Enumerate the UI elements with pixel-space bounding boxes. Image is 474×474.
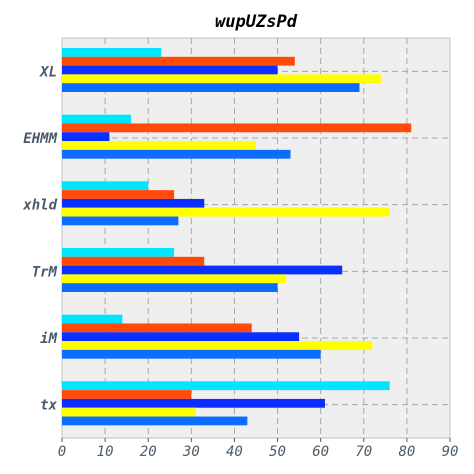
bar-XL-series-2 xyxy=(62,56,295,66)
bar-EHMM-series-4 xyxy=(62,141,256,150)
bar-TrM-series-5 xyxy=(62,283,278,292)
x-tick-label: 40 xyxy=(226,444,243,460)
bar-iM-series-3 xyxy=(62,332,300,342)
x-tick-label: 0 xyxy=(58,444,66,460)
x-tick-label: 80 xyxy=(398,444,415,460)
bar-EHMM-series-5 xyxy=(62,149,291,159)
category-label: tx xyxy=(40,398,57,414)
bar-tx-series-4 xyxy=(62,407,196,417)
category-label: iM xyxy=(40,331,57,347)
bar-XL-series-3 xyxy=(62,65,278,75)
bar-EHMM-series-3 xyxy=(62,132,110,142)
x-tick-label: 70 xyxy=(355,444,372,460)
bar-xhld-series-5 xyxy=(62,216,179,226)
bar-XL-series-4 xyxy=(62,74,382,84)
bar-iM-series-5 xyxy=(62,349,321,359)
bar-TrM-series-1 xyxy=(62,248,175,257)
bar-EHMM-series-2 xyxy=(62,123,412,133)
x-tick-label: 60 xyxy=(312,444,329,460)
x-tick-label: 30 xyxy=(182,444,200,460)
chart-title: wupUZsPd xyxy=(215,12,298,32)
bar-TrM-series-4 xyxy=(62,274,287,284)
bar-tx-series-1 xyxy=(62,381,390,391)
bar-xhld-series-2 xyxy=(62,190,175,199)
category-label: xhld xyxy=(22,198,57,214)
bar-tx-series-2 xyxy=(62,390,192,399)
bar-EHMM-series-1 xyxy=(62,114,131,124)
bar-tx-series-5 xyxy=(62,416,248,426)
bar-xhld-series-3 xyxy=(62,198,205,208)
x-axis: 0 10 20 30 40 50 60 70 80 90 xyxy=(58,438,459,460)
bars xyxy=(62,48,412,426)
bar-XL-series-1 xyxy=(62,48,162,57)
bar-TrM-series-2 xyxy=(62,256,205,266)
x-tick-label: 50 xyxy=(269,444,286,460)
bar-xhld-series-4 xyxy=(62,207,390,217)
category-label: EHMM xyxy=(23,131,57,147)
bar-XL-series-5 xyxy=(62,83,360,92)
bar-xhld-series-1 xyxy=(62,181,149,191)
category-label: XL xyxy=(39,64,57,80)
bar-tx-series-3 xyxy=(62,398,325,408)
bar-iM-series-1 xyxy=(62,314,123,324)
category-label: TrM xyxy=(32,264,58,280)
x-tick-label: 10 xyxy=(97,444,114,460)
x-tick-label: 90 xyxy=(442,444,459,460)
plot-area xyxy=(61,37,451,439)
bar-iM-series-2 xyxy=(62,323,252,333)
bar-TrM-series-3 xyxy=(62,265,343,275)
x-tick-label: 20 xyxy=(140,444,157,460)
category-labels: XL EHMM xhld TrM iM tx xyxy=(22,64,57,413)
bar-iM-series-4 xyxy=(62,341,373,350)
